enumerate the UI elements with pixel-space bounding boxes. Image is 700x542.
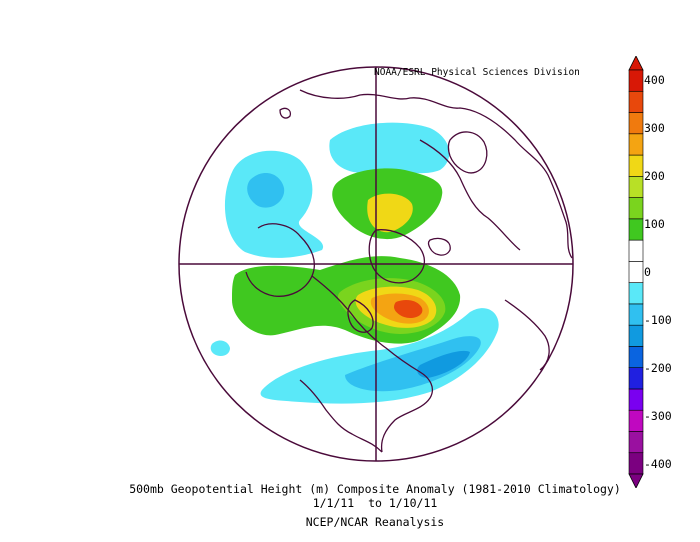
colorbar-arrow-top	[628, 56, 644, 71]
colorbar-tick-label: -400	[644, 457, 672, 471]
caption-title: 500mb Geopotential Height (m) Composite …	[129, 482, 621, 496]
colorbar-segment	[628, 324, 644, 347]
caption-source: NCEP/NCAR Reanalysis	[305, 515, 445, 529]
colorbar-tick-label: -200	[644, 361, 672, 375]
anomaly-pos-canada-red	[394, 300, 423, 318]
colorbar-segment	[628, 409, 644, 432]
colorbar-segment	[628, 133, 644, 156]
colorbar-segment	[628, 176, 644, 198]
colorbar-segment	[628, 367, 644, 390]
coast-islands-1	[279, 107, 292, 119]
colorbar-segment	[628, 69, 644, 92]
colorbar-segment	[628, 388, 644, 411]
colorbar	[628, 56, 644, 488]
colorbar-tick-label: -100	[644, 313, 672, 327]
colorbar-segment	[628, 346, 644, 368]
coast-siberia	[419, 139, 521, 251]
coast-central-america	[299, 379, 383, 453]
colorbar-segment	[628, 303, 644, 326]
coast-africa-europe	[504, 299, 550, 371]
anomaly-neg-small	[210, 340, 230, 356]
colorbar-segment	[628, 431, 644, 454]
colorbar-tick-label: 400	[644, 73, 665, 87]
colorbar-segment	[628, 282, 644, 305]
coast-north-america	[311, 275, 434, 453]
coast-scandinavia	[447, 131, 488, 174]
colorbar-segment	[628, 197, 644, 220]
colorbar-tick-label: -300	[644, 409, 672, 423]
anomaly-neg-atlantic	[260, 308, 499, 404]
coast-greenland	[368, 229, 426, 284]
colorbar-segment	[628, 154, 644, 177]
colorbar-arrow-bottom	[628, 473, 644, 488]
colorbar-segment	[628, 218, 644, 241]
colorbar-segment	[628, 112, 644, 135]
colorbar-tick-label: 0	[644, 265, 651, 279]
colorbar-segment	[628, 90, 644, 113]
colorbar-segment	[628, 239, 644, 262]
credit-text: NOAA/ESRL Physical Sciences Division	[374, 67, 580, 78]
coast-islands-2	[427, 237, 451, 256]
coastlines	[245, 89, 573, 453]
anomaly-neg-atlantic-deep	[417, 350, 470, 378]
caption-dates: 1/1/11 to 1/10/11	[312, 496, 438, 510]
anomaly-neg-atlantic-core	[345, 336, 481, 392]
colorbar-tick-label: 100	[644, 217, 665, 231]
coast-hudson	[347, 299, 374, 333]
anomaly-neg-siberia	[329, 122, 450, 174]
colorbar-tick-label: 300	[644, 121, 665, 135]
colorbar-segment	[628, 452, 644, 475]
colorbar-segment	[628, 261, 644, 283]
anomaly-neg-pacific-core	[247, 173, 285, 208]
anomaly-pos-arctic-core	[367, 193, 413, 233]
coast-europe-asia	[299, 89, 573, 259]
colorbar-tick-label: 200	[644, 169, 665, 183]
